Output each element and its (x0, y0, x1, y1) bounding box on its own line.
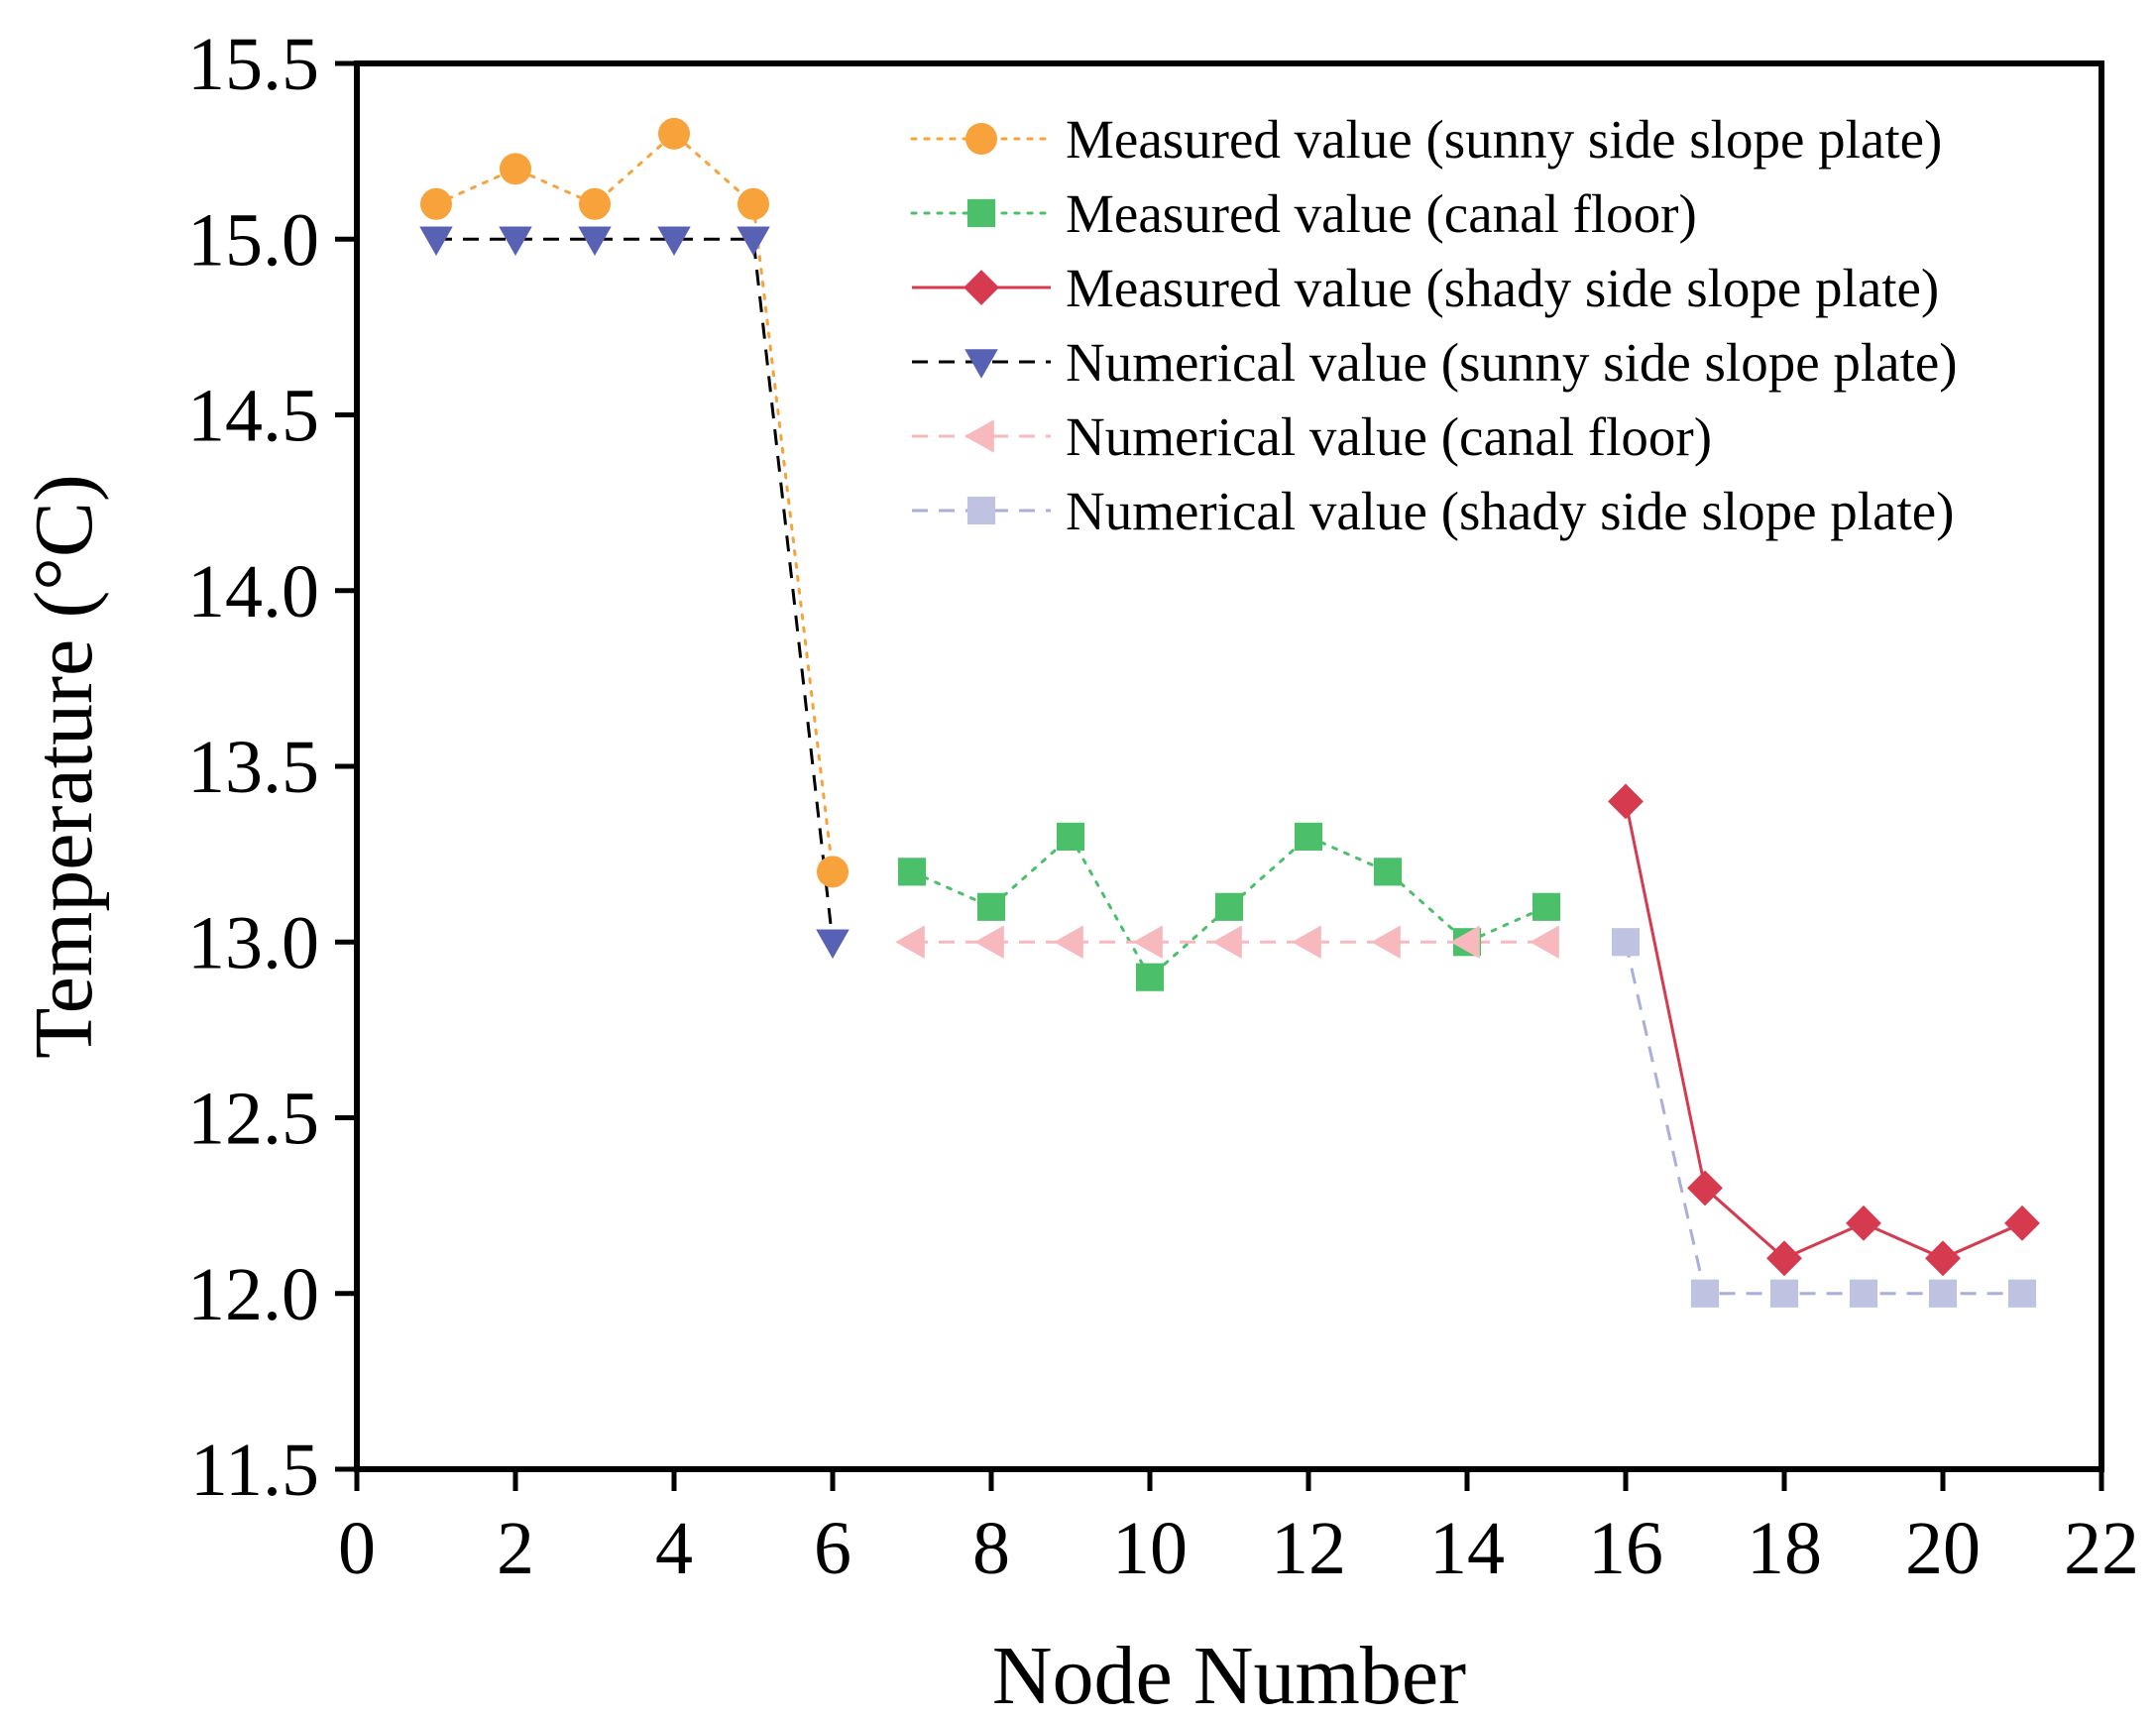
legend-marker (966, 496, 996, 525)
data-point (1056, 822, 1085, 851)
legend-marker (965, 419, 994, 453)
x-tick-label: 22 (2064, 1507, 2139, 1590)
data-point (500, 153, 531, 185)
x-tick-label: 18 (1747, 1507, 1822, 1590)
legend-label: Numerical value (canal floor) (1066, 406, 1712, 467)
data-point (1133, 925, 1163, 960)
series-markers (419, 117, 2040, 1308)
data-point (1608, 783, 1644, 820)
data-point (817, 856, 849, 888)
data-point (1530, 925, 1559, 960)
y-tick-label: 12.0 (187, 1253, 319, 1336)
x-tick-label: 10 (1112, 1507, 1188, 1590)
data-point (578, 226, 612, 257)
y-tick-label: 15.0 (187, 198, 319, 282)
data-point (1928, 1279, 1958, 1308)
y-tick-label: 13.5 (187, 726, 319, 809)
data-point (2007, 1279, 2037, 1308)
data-point (658, 117, 690, 150)
data-point (1373, 858, 1403, 886)
legend: Measured value (sunny side slope plate) M… (910, 109, 1958, 541)
data-point (1532, 892, 1561, 921)
x-tick-label: 2 (497, 1507, 534, 1590)
data-point (1766, 1240, 1802, 1277)
legend-marker (964, 270, 999, 305)
data-point (1135, 963, 1165, 991)
x-tick-label: 20 (1905, 1507, 1981, 1590)
data-point (1371, 925, 1401, 960)
data-point (1769, 1279, 1799, 1308)
y-axis-title: Temperature (°C) (18, 474, 110, 1059)
legend-label: Numerical value (sunny side slope plate) (1066, 332, 1958, 393)
x-tick-label: 8 (972, 1507, 1010, 1590)
data-point (1294, 822, 1323, 851)
data-point (419, 226, 453, 257)
series-line-2 (910, 834, 1548, 980)
data-point (974, 925, 1004, 960)
data-point (2004, 1205, 2040, 1241)
data-point (976, 892, 1006, 921)
data-point (1611, 928, 1641, 957)
data-point (1292, 925, 1321, 960)
data-point (1846, 1205, 1881, 1241)
y-tick-label: 13.0 (187, 901, 319, 984)
data-point (1925, 1240, 1961, 1277)
data-point (897, 858, 927, 886)
legend-label: Numerical value (shady side slope plate) (1066, 481, 1955, 541)
data-point (738, 187, 769, 220)
x-tick-label: 0 (338, 1507, 376, 1590)
data-point (579, 187, 611, 220)
x-axis-title: Node Number (992, 1630, 1466, 1722)
series-lines (434, 131, 2023, 1296)
data-point (657, 226, 691, 257)
data-point (895, 925, 925, 960)
data-point (1054, 925, 1083, 960)
x-tick-label: 4 (655, 1507, 693, 1590)
x-tick-label: 16 (1588, 1507, 1663, 1590)
series-line-3 (1624, 801, 2023, 1261)
x-tick-label: 6 (814, 1507, 851, 1590)
data-point (1687, 1170, 1723, 1206)
data-point (816, 929, 850, 960)
legend-marker (965, 123, 997, 155)
data-point (1690, 1279, 1720, 1308)
x-tick-label: 14 (1429, 1507, 1505, 1590)
data-point (499, 226, 532, 257)
x-tick-label: 12 (1271, 1507, 1346, 1590)
legend-label: Measured value (sunny side slope plate) (1066, 109, 1942, 170)
y-tick-label: 15.5 (187, 23, 319, 106)
data-point (1214, 892, 1244, 921)
axis-tick-labels: 0 2 4 6 8 10 12 14 16 18 20 22 11.5 12.0 12.5 13.0 13.5 1… (187, 23, 2139, 1590)
y-tick-label: 12.5 (187, 1078, 319, 1161)
data-point (737, 226, 770, 257)
data-point (1450, 925, 1480, 960)
data-point (1849, 1279, 1878, 1308)
data-point (1212, 925, 1242, 960)
y-tick-label: 14.0 (187, 550, 319, 633)
y-tick-label: 11.5 (190, 1429, 319, 1512)
legend-marker (966, 198, 996, 228)
axis-ticks (335, 60, 2104, 1491)
data-point (420, 187, 452, 220)
series-line-6 (1624, 941, 2022, 1296)
series-line-4 (436, 237, 835, 943)
series-line-1 (434, 131, 835, 873)
legend-label: Measured value (canal floor) (1066, 183, 1697, 244)
y-tick-label: 14.5 (187, 375, 319, 458)
legend-label: Measured value (shady side slope plate) (1066, 258, 1939, 318)
legend-marker (965, 349, 998, 379)
